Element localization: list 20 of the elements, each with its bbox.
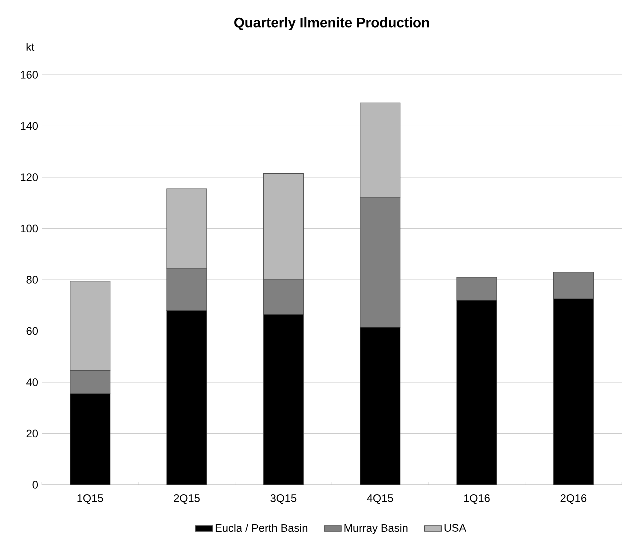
x-tick-label: 2Q16	[560, 494, 587, 504]
x-tick-label: 3Q15	[270, 494, 297, 504]
legend-label: USA	[444, 524, 467, 532]
legend-label: Murray Basin	[344, 524, 408, 534]
legend-label: Eucla / Perth Basin	[216, 524, 308, 532]
y-tick-label: 20	[26, 430, 38, 438]
y-tick-label: 80	[26, 276, 38, 284]
y-tick-label: 60	[26, 327, 38, 336]
y-axis-title: kt	[26, 42, 35, 51]
y-tick-label: 120	[21, 174, 38, 182]
y-tick-label: 160	[21, 71, 38, 79]
x-tick-label: 1Q15	[78, 494, 104, 504]
x-tick-label: 4Q15	[367, 494, 394, 504]
y-tick-label: 140	[21, 122, 38, 130]
y-tick-label: 100	[21, 224, 38, 233]
x-tick-label: 1Q16	[464, 494, 490, 504]
y-tick-label: 0	[32, 481, 38, 489]
x-tick-label: 2Q15	[174, 494, 200, 504]
chart-title: Quarterly Ilmenite Production	[234, 17, 430, 30]
y-tick-label: 40	[26, 378, 38, 386]
